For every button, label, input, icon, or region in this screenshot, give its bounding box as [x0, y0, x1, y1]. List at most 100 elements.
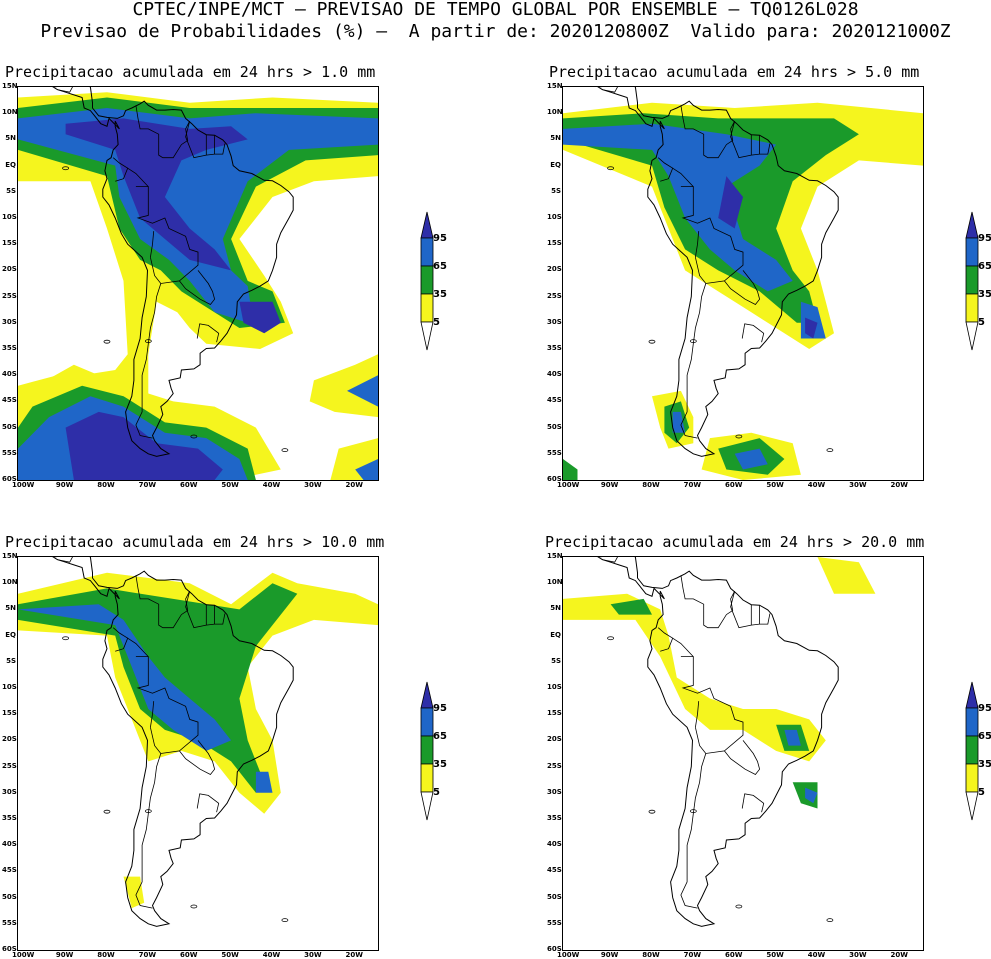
island: [735, 434, 743, 439]
lat-label: 15N: [547, 552, 563, 560]
colorbar-95-cap: [420, 681, 434, 709]
prob-5-35-area: [563, 593, 826, 762]
lon-label: 80W: [97, 951, 115, 959]
probability-map: [563, 557, 876, 927]
prob-95-area: [65, 411, 223, 480]
lon-label: 80W: [642, 951, 660, 959]
colorbar-65-segment: [420, 237, 434, 267]
colorbar: 95 65 35 5: [420, 210, 447, 358]
lat-label: 60S: [2, 475, 17, 483]
colorbar-label: 35: [978, 759, 991, 770]
country-border: [672, 167, 694, 187]
panel-title-10mm: Precipitacao acumulada em 24 hrs > 10.0 …: [5, 533, 385, 551]
lat-label: 45S: [2, 396, 17, 405]
colorbar-35-segment: [965, 265, 979, 295]
lon-label: 50W: [221, 481, 239, 489]
coastline: [597, 87, 839, 457]
country-border: [135, 753, 162, 909]
lat-label: 15S: [2, 239, 17, 248]
lat-label: 10N: [547, 108, 563, 117]
colorbar: 95 65 35 5: [965, 210, 991, 358]
country-border: [680, 656, 744, 754]
lon-label: 100W: [12, 951, 35, 959]
colorbar-label: 65: [433, 731, 447, 742]
lat-label: 5S: [551, 186, 561, 195]
island: [689, 809, 697, 814]
lat-label: 40S: [547, 370, 562, 379]
lon-label: 70W: [138, 481, 157, 489]
prob-35-65-area: [610, 598, 652, 615]
country-border: [602, 87, 618, 93]
lat-label: EQ: [5, 160, 16, 169]
prob-95-area: [805, 317, 818, 339]
lat-label: 10S: [2, 683, 17, 691]
coastline: [52, 557, 294, 927]
colorbar-65-segment: [965, 237, 979, 267]
country-border: [185, 120, 226, 159]
lon-label: 50W: [221, 951, 239, 959]
country-border: [57, 557, 73, 563]
colorbar-65-segment: [965, 707, 979, 737]
lat-label: 55S: [547, 448, 562, 457]
island: [826, 918, 834, 923]
colorbar-5-segment: [965, 293, 979, 323]
lon-label: 20W: [345, 481, 363, 489]
lat-label: 45S: [547, 396, 562, 405]
island: [190, 904, 198, 909]
map-panel-1: [17, 86, 379, 481]
island: [103, 339, 111, 344]
figure-title-line2: Previsao de Probabilidades (%) – A parti…: [40, 21, 951, 42]
lon-label: 100W: [12, 481, 35, 489]
lat-label: 5N: [550, 604, 561, 613]
colorbar-label: 5: [433, 787, 440, 798]
colorbar-5-segment: [420, 293, 434, 323]
island: [281, 448, 289, 453]
panel-title-5mm: Precipitacao acumulada em 24 hrs > 5.0 m…: [549, 63, 920, 81]
country-border: [680, 283, 707, 439]
island: [607, 166, 614, 171]
country-border: [135, 186, 199, 284]
lat-label: 30S: [547, 317, 562, 326]
prob-65-95-area: [347, 375, 378, 407]
lon-label: 30W: [849, 481, 867, 489]
colorbar: 95 65 35 5: [420, 680, 447, 828]
lon-label: 80W: [97, 481, 115, 489]
colorbar-label: 35: [433, 289, 447, 300]
island: [62, 166, 69, 171]
prob-65-95-area: [784, 729, 801, 746]
lat-label: 30S: [2, 317, 17, 326]
probability-map: [18, 557, 378, 927]
lon-label: 90W: [55, 481, 74, 489]
country-border: [672, 637, 694, 657]
lon-label: 60W: [724, 951, 743, 959]
island: [144, 809, 152, 814]
lat-label: 35S: [2, 344, 17, 352]
coastline: [52, 87, 294, 457]
island: [281, 918, 289, 923]
country-border: [741, 793, 765, 813]
lon-label: 20W: [890, 481, 908, 489]
lat-label: 30S: [2, 787, 17, 796]
lat-label: EQ: [5, 630, 16, 639]
lat-label: 45S: [547, 866, 562, 875]
lat-label: 15S: [2, 709, 17, 718]
lon-label: 40W: [807, 481, 826, 489]
country-border: [602, 557, 618, 563]
lat-label: 10N: [2, 108, 18, 117]
colorbar-label: 5: [978, 317, 985, 328]
colorbar-95-cap: [965, 211, 979, 239]
lon-label: 70W: [683, 481, 702, 489]
map-panel-4: [562, 556, 924, 951]
country-border: [150, 701, 155, 728]
country-border: [150, 231, 155, 258]
lat-label: 60S: [2, 945, 17, 953]
lat-label: 15N: [2, 552, 18, 560]
country-border: [135, 656, 199, 754]
lat-label: EQ: [550, 630, 561, 639]
lon-label: 40W: [807, 951, 826, 959]
lat-label: 5N: [5, 604, 16, 613]
lat-label: 10S: [547, 683, 562, 691]
country-border: [196, 793, 220, 813]
country-border: [135, 283, 162, 439]
country-border: [57, 87, 73, 93]
